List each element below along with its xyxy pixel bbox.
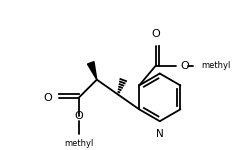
Text: O: O: [43, 93, 51, 103]
Text: O: O: [74, 111, 82, 121]
Text: O: O: [180, 61, 188, 71]
Text: N: N: [155, 129, 163, 139]
Text: methyl: methyl: [201, 61, 230, 70]
Text: methyl: methyl: [64, 139, 93, 148]
Text: O: O: [151, 29, 160, 39]
Polygon shape: [87, 62, 97, 80]
